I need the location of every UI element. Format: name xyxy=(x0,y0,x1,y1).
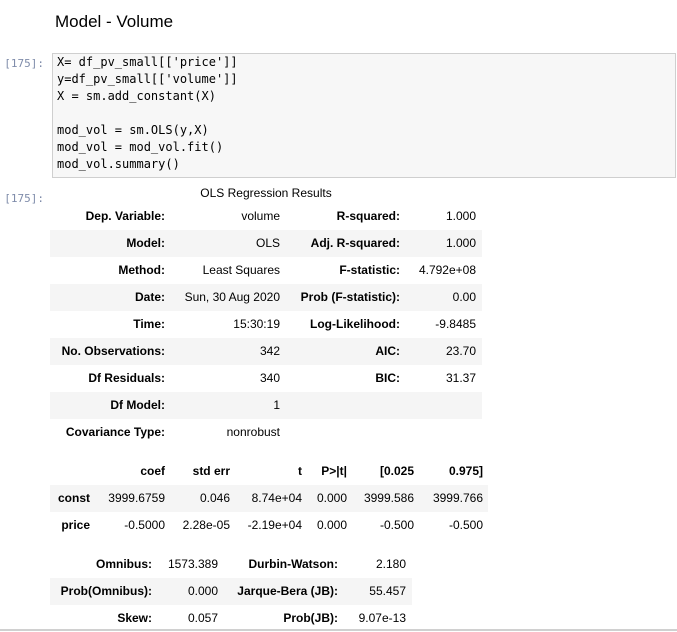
table-cell: Covariance Type: xyxy=(65,425,165,439)
table-cell: -9.8485 xyxy=(435,317,476,331)
code-line[interactable]: y=df_pv_small[['volume']] xyxy=(57,72,238,86)
column-header: P>|t| xyxy=(321,464,347,478)
column-header: std err xyxy=(192,464,230,478)
output-prompt: [175]: xyxy=(4,192,44,205)
table-cell: volume xyxy=(241,209,280,223)
table-cell: Sun, 30 Aug 2020 xyxy=(184,290,280,304)
table-cell: 0.046 xyxy=(199,491,230,505)
table-cell: 23.70 xyxy=(445,344,476,358)
table-cell: 0.000 xyxy=(316,491,347,505)
row-stripe xyxy=(50,392,482,419)
table-cell: Prob (F-statistic): xyxy=(300,290,400,304)
column-header: 0.975] xyxy=(448,464,483,478)
table-cell: 1 xyxy=(273,398,280,412)
table-cell: 3999.766 xyxy=(432,491,483,505)
table-cell: Dep. Variable: xyxy=(85,209,165,223)
table-cell: 31.37 xyxy=(445,371,476,385)
table-cell: Skew: xyxy=(117,611,152,625)
table-cell: Adj. R-squared: xyxy=(310,236,400,250)
table-cell: 0.057 xyxy=(187,611,218,625)
table-cell: -0.500 xyxy=(448,518,483,532)
table-cell: OLS xyxy=(255,236,280,250)
code-line[interactable]: mod_vol = sm.OLS(y,X) xyxy=(57,123,209,137)
row-stripe xyxy=(50,578,412,605)
table-cell: BIC: xyxy=(375,371,400,385)
table-cell: Least Squares xyxy=(202,263,280,277)
table-cell: -0.500 xyxy=(379,518,414,532)
table-cell: 2.180 xyxy=(375,557,406,571)
code-line[interactable]: mod_vol = mod_vol.fit() xyxy=(57,140,224,154)
table-cell: Omnibus: xyxy=(96,557,152,571)
code-cell[interactable] xyxy=(52,53,676,178)
column-header: [0.025 xyxy=(379,464,414,478)
table-cell: Durbin-Watson: xyxy=(248,557,338,571)
code-line[interactable]: mod_vol.summary() xyxy=(57,157,180,171)
table-cell: nonrobust xyxy=(226,425,280,439)
table-cell: Date: xyxy=(134,290,165,304)
table-cell: 8.74e+04 xyxy=(251,491,302,505)
table-cell: 3999.586 xyxy=(363,491,414,505)
row-stripe xyxy=(50,284,482,311)
table-cell: 9.07e-13 xyxy=(358,611,406,625)
table-cell: No. Observations: xyxy=(61,344,165,358)
table-cell: -2.19e+04 xyxy=(247,518,302,532)
table-cell: 55.457 xyxy=(369,584,406,598)
column-header: coef xyxy=(140,464,165,478)
divider xyxy=(0,629,677,631)
table-cell: 0.000 xyxy=(187,584,218,598)
table-cell: Prob(Omnibus): xyxy=(60,584,152,598)
row-stripe xyxy=(50,230,482,257)
table-cell: Method: xyxy=(118,263,165,277)
input-prompt: [175]: xyxy=(4,57,44,70)
table-cell: 1.000 xyxy=(445,236,476,250)
row-stripe xyxy=(50,338,482,365)
heading: Model - Volume xyxy=(55,12,174,31)
table-cell: 1.000 xyxy=(445,209,476,223)
table-cell: 0.000 xyxy=(316,518,347,532)
table-cell: Df Model: xyxy=(110,398,165,412)
table-cell: Time: xyxy=(133,317,165,331)
table-cell: price xyxy=(61,518,90,532)
table-cell: Log-Likelihood: xyxy=(310,317,400,331)
table-cell: 3999.6759 xyxy=(108,491,165,505)
code-line[interactable]: X = sm.add_constant(X) xyxy=(57,89,216,103)
table-cell: 1573.389 xyxy=(167,557,218,571)
table-cell: 4.792e+08 xyxy=(418,263,476,277)
table-cell: 342 xyxy=(259,344,280,358)
code-line[interactable]: X= df_pv_small[['price']] xyxy=(57,55,238,69)
table-cell: -0.5000 xyxy=(124,518,165,532)
table-cell: Jarque-Bera (JB): xyxy=(237,584,338,598)
summary-title: OLS Regression Results xyxy=(200,186,332,200)
table-cell: AIC: xyxy=(375,344,400,358)
table-cell: 340 xyxy=(259,371,280,385)
table-cell: F-statistic: xyxy=(339,263,400,277)
table-cell: const xyxy=(57,491,90,505)
table-cell: 2.28e-05 xyxy=(182,518,230,532)
table-cell: Model: xyxy=(126,236,165,250)
table-cell: 0.00 xyxy=(452,290,476,304)
table-cell: Prob(JB): xyxy=(283,611,338,625)
table-cell: Df Residuals: xyxy=(88,371,165,385)
column-header: t xyxy=(298,464,302,478)
row-stripe xyxy=(50,485,488,512)
table-cell: 15:30:19 xyxy=(233,317,280,331)
table-cell: R-squared: xyxy=(336,209,400,223)
